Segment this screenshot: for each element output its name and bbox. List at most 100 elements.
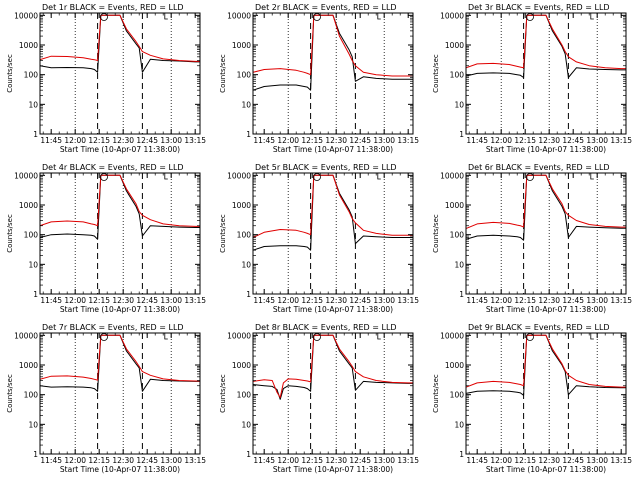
x-tick-label: 12:00 bbox=[277, 136, 299, 145]
x-axis-label: Start Time (10-Apr-07 11:38:00) bbox=[273, 305, 393, 314]
x-tick-label: 12:00 bbox=[277, 296, 299, 305]
series-lld-line bbox=[466, 334, 626, 388]
panel-data bbox=[40, 173, 200, 294]
plot-frame bbox=[39, 172, 201, 295]
x-tick-label: 12:15 bbox=[514, 136, 536, 145]
x-tick-label: 12:30 bbox=[325, 456, 347, 465]
x-tick-label: 13:15 bbox=[610, 296, 632, 305]
x-tick-label: 13:00 bbox=[160, 456, 182, 465]
x-axis-label: Start Time (10-Apr-07 11:38:00) bbox=[60, 465, 180, 474]
x-tick-label: 12:30 bbox=[325, 296, 347, 305]
x-tick-label: 13:15 bbox=[397, 136, 419, 145]
x-axis-label: Start Time (10-Apr-07 11:38:00) bbox=[273, 465, 393, 474]
series-events-line bbox=[466, 14, 626, 78]
panel-data bbox=[40, 13, 200, 134]
y-tick-label: 10000 bbox=[440, 11, 464, 20]
series-lld-line bbox=[40, 174, 200, 227]
panel-title: Det 1r BLACK = Events, RED = LLD bbox=[42, 3, 184, 12]
x-tick-label: 12:30 bbox=[112, 456, 134, 465]
y-tick-label: 1000 bbox=[445, 361, 464, 370]
attenuator-marker bbox=[313, 333, 321, 341]
y-tick-label: 10000 bbox=[227, 11, 251, 20]
x-tick-label: 12:45 bbox=[562, 456, 584, 465]
y-tick-label: 10000 bbox=[227, 171, 251, 180]
y-axis-label: Counts/sec bbox=[219, 374, 227, 413]
plot-frame bbox=[252, 172, 414, 295]
attenuator-marker bbox=[526, 13, 534, 21]
y-tick-label: 1000 bbox=[445, 41, 464, 50]
y-tick-label: 100 bbox=[237, 71, 252, 80]
x-tick-label: 11:45 bbox=[253, 136, 275, 145]
bracket-marker bbox=[590, 173, 594, 180]
y-tick-label: 10000 bbox=[14, 171, 38, 180]
series-lld-line bbox=[40, 14, 200, 62]
y-tick-label: 1 bbox=[459, 130, 464, 139]
y-tick-label: 10 bbox=[241, 260, 251, 269]
panel-title: Det 7r BLACK = Events, RED = LLD bbox=[42, 323, 184, 332]
x-tick-label: 12:45 bbox=[349, 456, 371, 465]
y-tick-label: 1000 bbox=[445, 201, 464, 210]
x-tick-label: 12:30 bbox=[112, 136, 134, 145]
series-events-line bbox=[253, 334, 413, 400]
x-tick-label: 12:00 bbox=[490, 456, 512, 465]
y-axis-label: Counts/sec bbox=[6, 374, 14, 413]
x-tick-label: 13:00 bbox=[373, 456, 395, 465]
x-tick-label: 13:00 bbox=[586, 136, 608, 145]
y-tick-label: 10 bbox=[454, 100, 464, 109]
plot-frame bbox=[465, 12, 627, 135]
x-tick-label: 12:00 bbox=[277, 456, 299, 465]
detector-panel-7: Det 7r BLACK = Events, RED = LLD 1 10 100 10… bbox=[6, 323, 206, 474]
plot-frame bbox=[465, 172, 627, 295]
y-tick-label: 10000 bbox=[14, 331, 38, 340]
panel-title: Det 5r BLACK = Events, RED = LLD bbox=[255, 163, 397, 172]
x-tick-label: 13:00 bbox=[586, 456, 608, 465]
series-events-line bbox=[40, 14, 200, 73]
plot-frame bbox=[252, 12, 414, 135]
x-tick-label: 13:00 bbox=[160, 296, 182, 305]
x-tick-label: 13:15 bbox=[184, 456, 206, 465]
y-tick-label: 100 bbox=[450, 71, 465, 80]
series-lld-line bbox=[40, 334, 200, 382]
y-tick-label: 100 bbox=[24, 71, 39, 80]
x-tick-label: 13:00 bbox=[586, 296, 608, 305]
y-tick-label: 1 bbox=[459, 450, 464, 459]
x-tick-label: 12:30 bbox=[325, 136, 347, 145]
series-lld-line bbox=[253, 14, 413, 77]
x-tick-label: 13:15 bbox=[397, 456, 419, 465]
y-tick-label: 10000 bbox=[227, 331, 251, 340]
plot-frame bbox=[39, 332, 201, 455]
y-tick-label: 100 bbox=[237, 231, 252, 240]
y-tick-label: 1 bbox=[246, 290, 251, 299]
attenuator-marker bbox=[100, 173, 108, 181]
y-axis-label: Counts/sec bbox=[432, 214, 440, 253]
x-tick-label: 13:15 bbox=[610, 136, 632, 145]
x-tick-label: 12:00 bbox=[490, 296, 512, 305]
x-tick-label: 11:45 bbox=[253, 456, 275, 465]
y-tick-label: 10 bbox=[241, 100, 251, 109]
plot-frame bbox=[252, 332, 414, 455]
x-tick-label: 12:00 bbox=[64, 456, 86, 465]
x-axis-label: Start Time (10-Apr-07 11:38:00) bbox=[273, 145, 393, 154]
y-tick-label: 1000 bbox=[19, 201, 38, 210]
y-tick-label: 1 bbox=[246, 130, 251, 139]
panel-data bbox=[466, 333, 626, 454]
attenuator-marker bbox=[526, 333, 534, 341]
detector-panel-1: Det 1r BLACK = Events, RED = LLD 1 10 100 10… bbox=[6, 3, 206, 154]
x-tick-label: 12:15 bbox=[301, 136, 323, 145]
x-tick-label: 12:45 bbox=[349, 136, 371, 145]
detector-panel-5: Det 5r BLACK = Events, RED = LLD 1 10 100 10… bbox=[219, 163, 419, 314]
y-tick-label: 10 bbox=[28, 420, 38, 429]
x-tick-label: 12:00 bbox=[64, 136, 86, 145]
bracket-marker bbox=[164, 13, 168, 20]
x-tick-label: 12:45 bbox=[562, 296, 584, 305]
attenuator-marker bbox=[100, 13, 108, 21]
series-events-line bbox=[466, 174, 626, 241]
y-tick-label: 100 bbox=[24, 231, 39, 240]
y-tick-label: 100 bbox=[24, 391, 39, 400]
x-tick-label: 12:45 bbox=[136, 296, 158, 305]
panel-data bbox=[253, 173, 413, 294]
y-tick-label: 10 bbox=[454, 260, 464, 269]
x-axis-label: Start Time (10-Apr-07 11:38:00) bbox=[486, 465, 606, 474]
y-tick-label: 10000 bbox=[14, 11, 38, 20]
x-axis-label: Start Time (10-Apr-07 11:38:00) bbox=[486, 145, 606, 154]
